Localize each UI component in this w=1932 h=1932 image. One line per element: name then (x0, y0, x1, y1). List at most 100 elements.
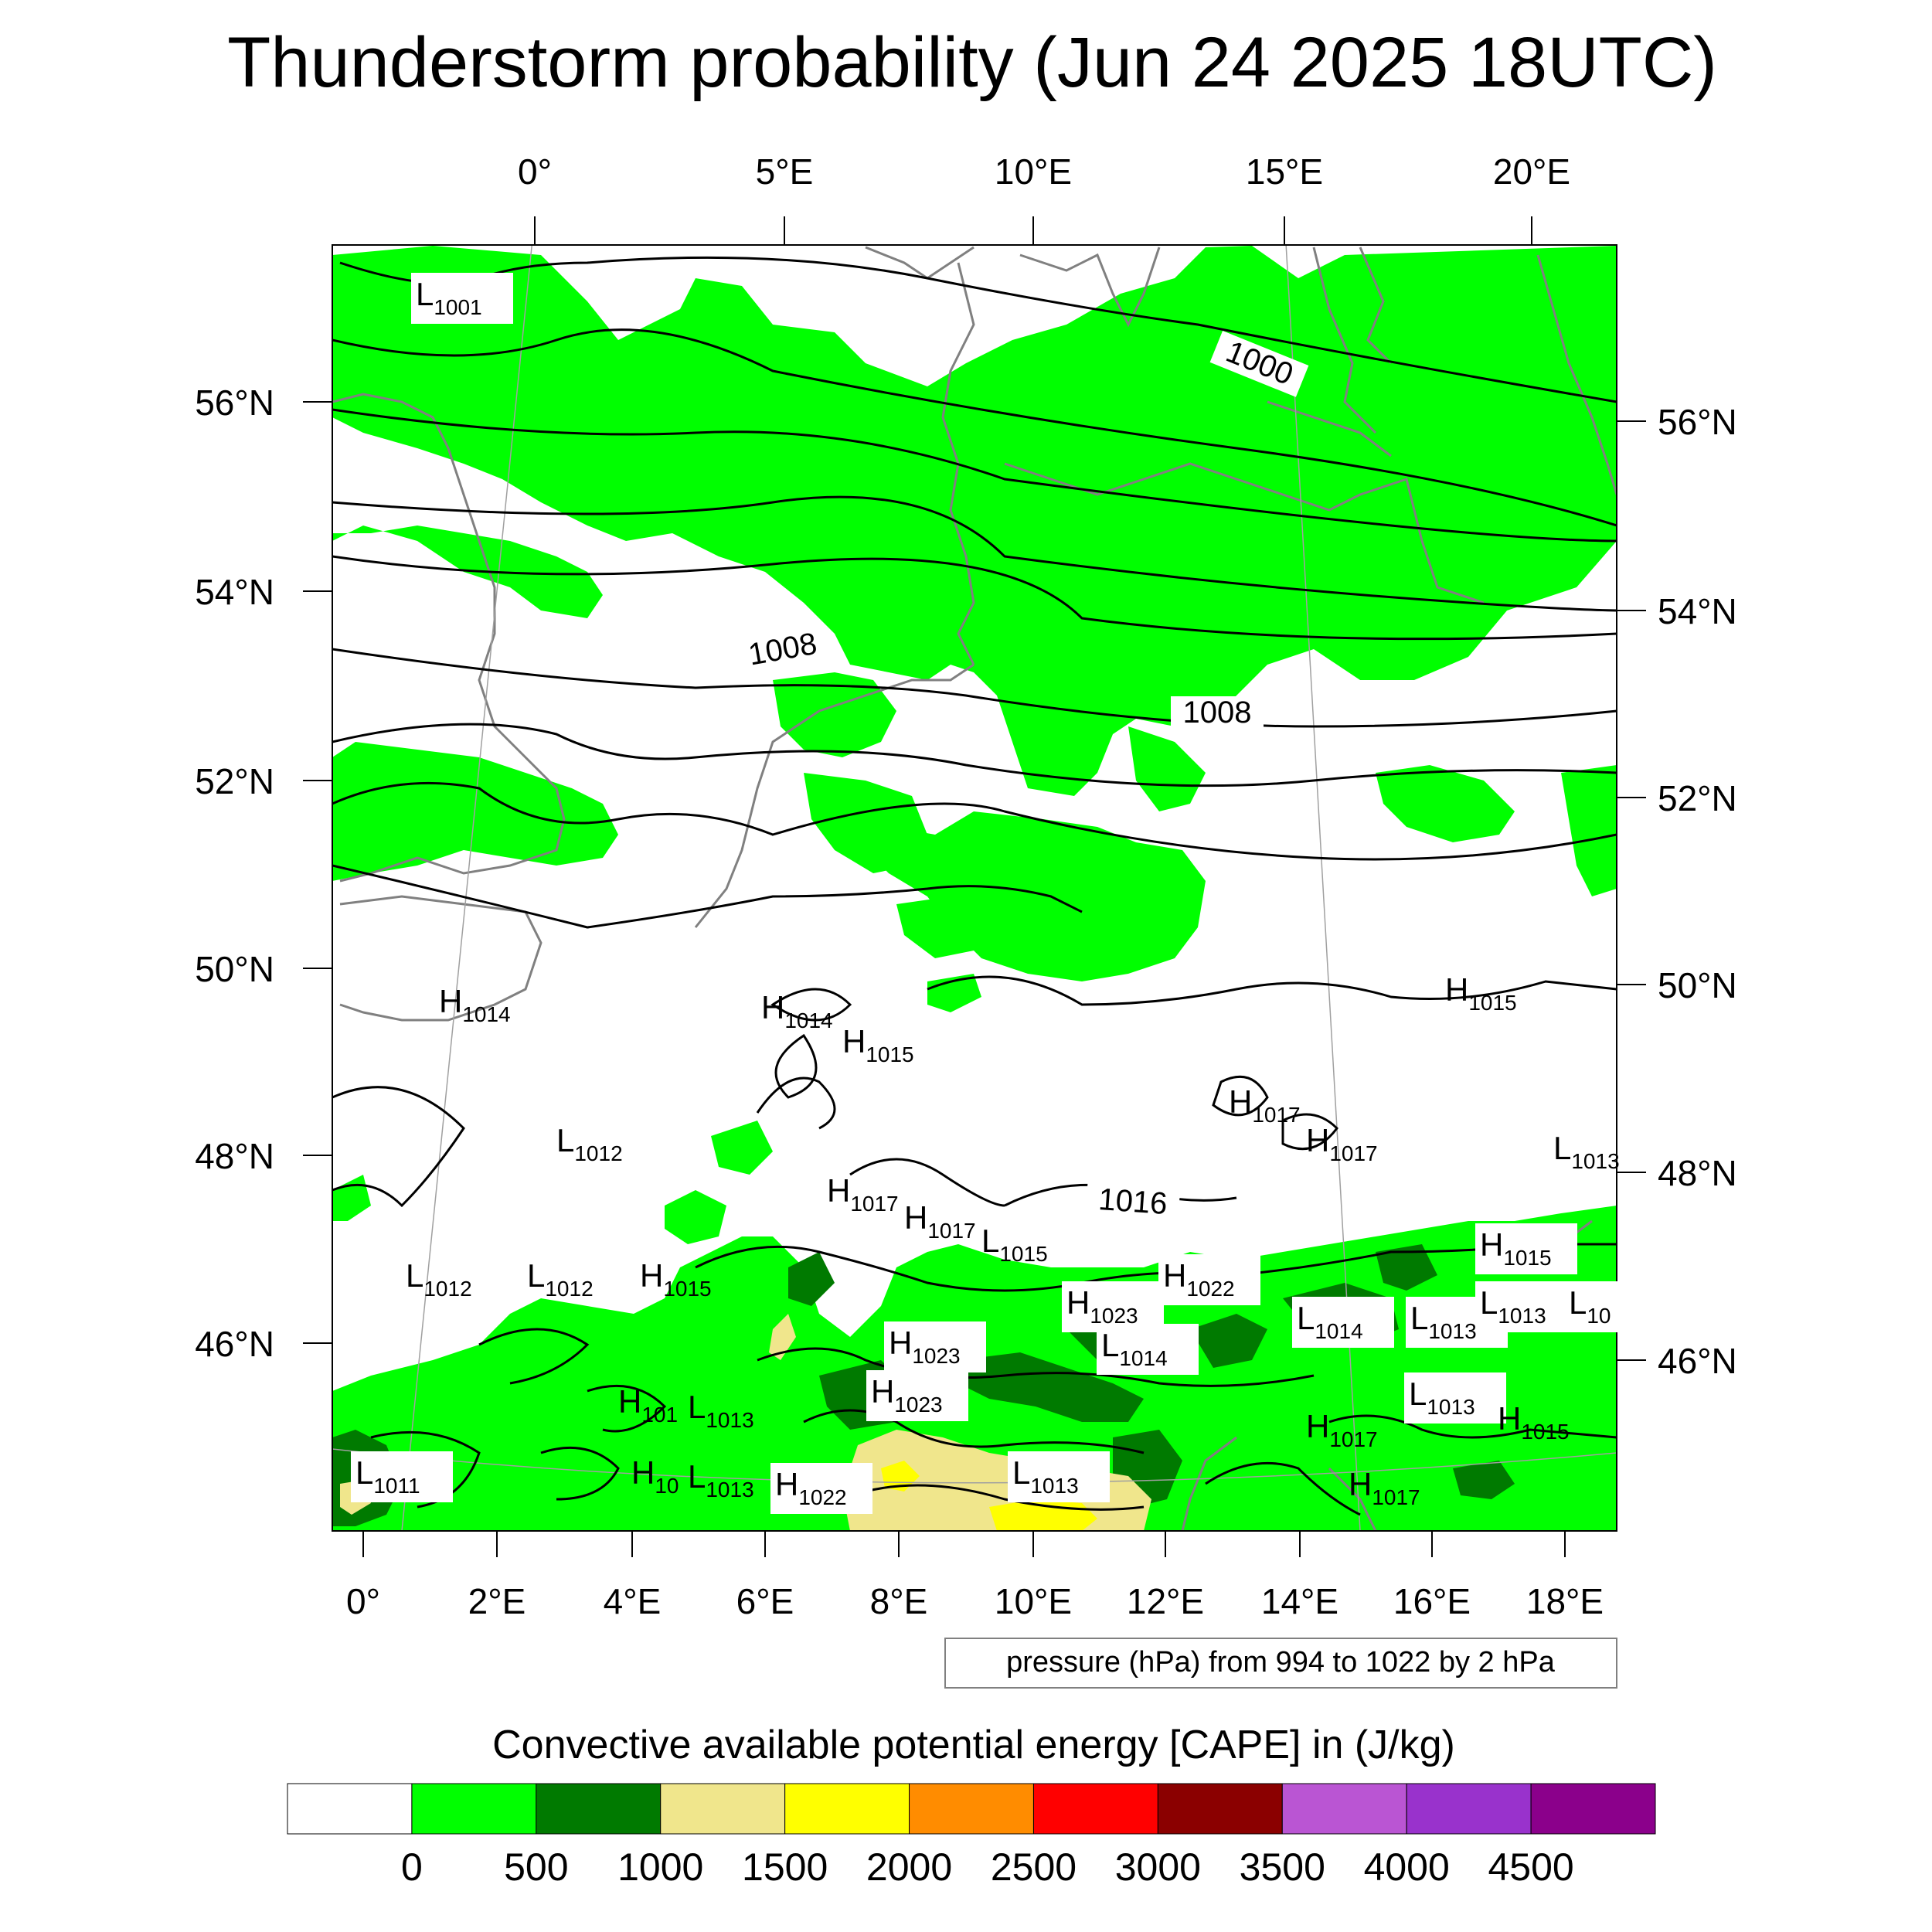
pressure-center-label: H1014 (439, 983, 511, 1026)
left-lat-label: 54°N (195, 572, 274, 612)
colorbar-tick-label: 500 (504, 1845, 568, 1889)
pressure-center-label: L1001 (416, 276, 482, 319)
colorbar-tick-label: 2000 (866, 1845, 952, 1889)
pressure-center-label: L10 (1569, 1284, 1611, 1328)
pressure-center-label: H1015 (842, 1023, 914, 1066)
pressure-center-label: H1017 (1229, 1083, 1301, 1127)
pressure-center: L1014 (1097, 1324, 1199, 1375)
colorbar-ticks: 0 500 1000 1500 2000 2500 3000 3500 4000 4500 (401, 1845, 1574, 1889)
colorbar-swatch (909, 1783, 1034, 1835)
pressure-center-label: L1013 (1410, 1300, 1477, 1343)
pressure-center: L1011 (351, 1451, 453, 1502)
top-lon-labels: 0° 5°E 10°E 15°E 20°E (518, 151, 1570, 192)
pressure-center-box (1564, 1281, 1632, 1332)
top-lon-label: 10°E (995, 151, 1072, 192)
pressure-center: L1012 (556, 1122, 623, 1165)
pressure-center: L1001 (411, 273, 513, 324)
pressure-center: H1015 (1445, 971, 1517, 1015)
colorbar-tick-label: 3000 (1115, 1845, 1201, 1889)
map-title: Thunderstorm probability (Jun 24 2025 18… (227, 23, 1717, 102)
pressure-center-label: H1015 (1480, 1226, 1552, 1270)
map-border (332, 244, 1617, 1532)
bottom-lon-label: 18°E (1526, 1581, 1604, 1621)
pressure-center-label: H1015 (1498, 1400, 1570, 1444)
pressure-center-label: H1022 (775, 1466, 847, 1509)
colorbar-swatch (660, 1783, 786, 1835)
right-lat-label: 50°N (1658, 965, 1737, 1005)
pressure-center-label: L1013 (1553, 1130, 1620, 1173)
right-lat-label: 48°N (1658, 1153, 1737, 1193)
pressure-center: L1013 (1008, 1451, 1110, 1502)
left-lat-label: 56°N (195, 383, 274, 423)
pressure-center: H1017 (1349, 1466, 1420, 1509)
pressure-center-label: H1017 (1306, 1122, 1378, 1165)
colorbar-tick-label: 4000 (1364, 1845, 1450, 1889)
pressure-center-box (884, 1321, 986, 1372)
pressure-center: H1017 (1229, 1083, 1301, 1127)
right-lat-label: 54°N (1658, 591, 1737, 631)
pressure-center-label: L1012 (527, 1257, 594, 1301)
bottom-lon-label: 0° (346, 1581, 380, 1621)
colorbar (287, 1783, 1656, 1835)
pressure-center: H1022 (770, 1463, 872, 1514)
right-lat-labels: 56°N 54°N 52°N 50°N 48°N 46°N (1658, 402, 1737, 1381)
pressure-center: H10 (631, 1454, 679, 1498)
bottom-lon-label: 12°E (1127, 1581, 1204, 1621)
pressure-center-label: H1017 (827, 1172, 899, 1216)
pressure-center: L1013 (1406, 1297, 1508, 1348)
pressure-center: H1017 (827, 1172, 899, 1216)
pressure-center-label: H1015 (640, 1257, 712, 1301)
pressure-center-box (1097, 1324, 1199, 1375)
pressure-center-label: H1023 (871, 1373, 943, 1417)
colorbar-tick-label: 1000 (617, 1845, 703, 1889)
pressure-center-label: H1023 (889, 1325, 961, 1368)
pressure-center-box (1008, 1451, 1110, 1502)
pressure-center-box (770, 1463, 872, 1514)
pressure-center-label: H101 (618, 1383, 678, 1427)
pressure-center: H1022 (1158, 1254, 1260, 1305)
pressure-center-label: H1017 (1349, 1466, 1420, 1509)
pressure-center-box (411, 273, 513, 324)
colorbar-title: Convective available potential energy [C… (492, 1723, 1455, 1767)
isobar-label: 1008 (1183, 696, 1252, 730)
bottom-lon-label: 8°E (870, 1581, 928, 1621)
colorbar-swatch (1530, 1783, 1656, 1835)
pressure-center-label: L1013 (1409, 1376, 1475, 1419)
top-lon-label: 20°E (1493, 151, 1570, 192)
right-lat-label: 52°N (1658, 778, 1737, 818)
pressure-center: H1015 (640, 1257, 712, 1301)
pressure-center: L1015 (981, 1223, 1048, 1266)
colorbar-tick-label: 3500 (1240, 1845, 1325, 1889)
colorbar-tick-label: 2500 (991, 1845, 1077, 1889)
pressure-center: H1015 (1498, 1400, 1570, 1444)
pressure-center-label: L1013 (1480, 1284, 1546, 1328)
colorbar-swatch (1157, 1783, 1283, 1835)
pressure-center-box (866, 1370, 968, 1421)
pressure-center: L1013 (1553, 1130, 1620, 1173)
colorbar-swatch (287, 1783, 413, 1835)
pressure-center: H1015 (1475, 1223, 1577, 1274)
pressure-center: L1013 (688, 1458, 754, 1502)
pressure-center-box (1158, 1254, 1260, 1305)
pressure-center-label: L1011 (355, 1454, 420, 1498)
pressure-center-label: H1015 (1445, 971, 1517, 1015)
colorbar-tick-label: 1500 (742, 1845, 828, 1889)
left-lat-label: 52°N (195, 761, 274, 801)
pressure-center-label: L1014 (1297, 1300, 1363, 1343)
pressure-center: H1015 (842, 1023, 914, 1066)
bottom-lon-label: 4°E (604, 1581, 662, 1621)
right-lat-label: 56°N (1658, 402, 1737, 442)
pressure-center-label: L1014 (1101, 1327, 1168, 1370)
colorbar-swatch (1032, 1783, 1158, 1835)
pressure-note-box (944, 1638, 1617, 1689)
bottom-lon-label: 6°E (736, 1581, 794, 1621)
pressure-center: H1014 (761, 989, 833, 1032)
colorbar-swatch (411, 1783, 537, 1835)
bottom-lon-labels: 0° 2°E 4°E 6°E 8°E 10°E 12°E 14°E 16°E 1… (346, 1581, 1604, 1621)
bottom-lon-label: 10°E (995, 1581, 1072, 1621)
bottom-lon-label: 2°E (468, 1581, 526, 1621)
pressure-note: pressure (hPa) from 994 to 1022 by 2 hPa (1006, 1646, 1556, 1679)
top-lon-label: 0° (518, 151, 552, 192)
colorbar-swatch (784, 1783, 910, 1835)
